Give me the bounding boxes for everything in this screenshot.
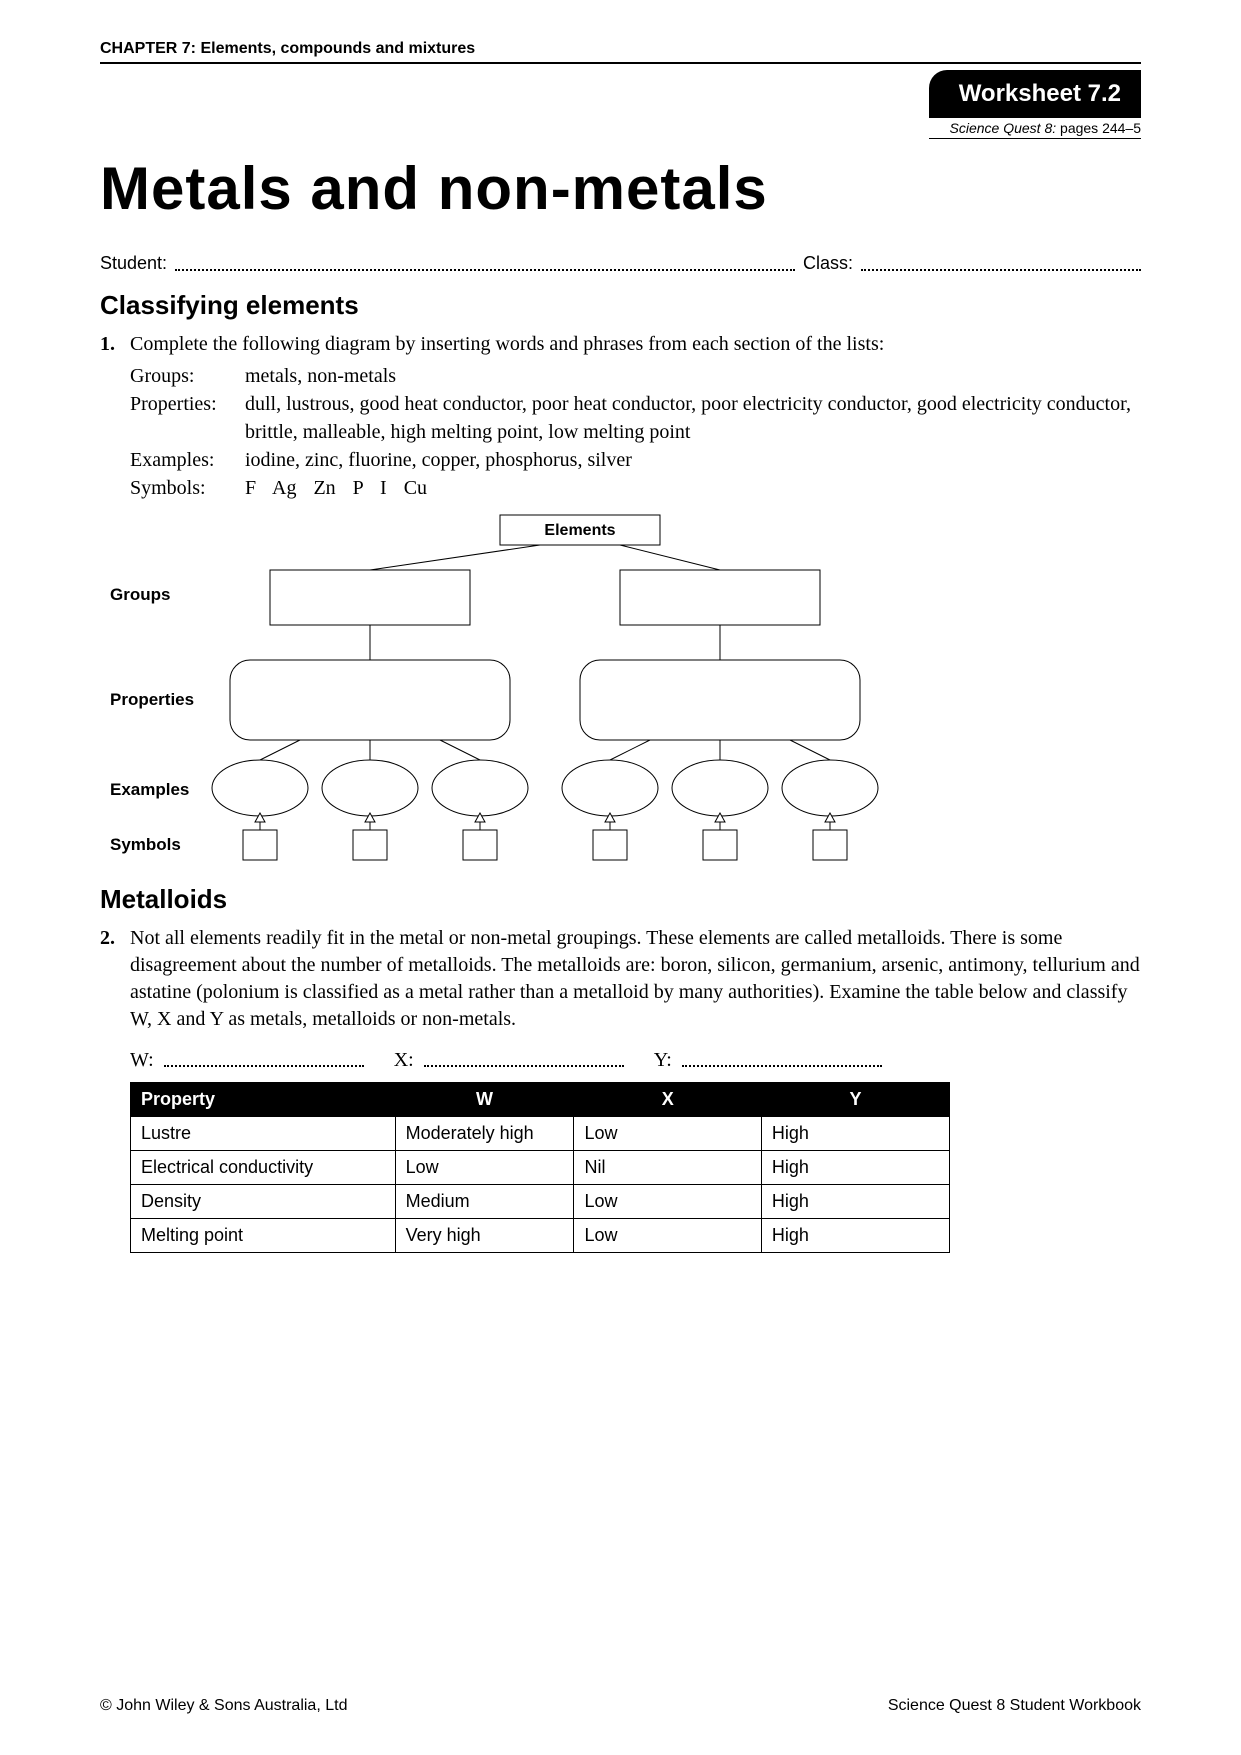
col-property: Property	[131, 1083, 396, 1117]
cell: High	[761, 1117, 949, 1151]
subref-pages: pages 244–5	[1056, 120, 1141, 136]
question-2: 2. Not all elements readily fit in the m…	[100, 925, 1141, 1033]
page-title: Metals and non-metals	[100, 154, 1141, 223]
student-blank[interactable]	[175, 253, 795, 271]
groups-value: metals, non-metals	[245, 362, 1141, 390]
w-blank[interactable]	[164, 1049, 364, 1067]
student-label: Student:	[100, 253, 167, 274]
table-header-row: Property W X Y	[131, 1083, 950, 1117]
properties-value: dull, lustrous, good heat conductor, poo…	[245, 390, 1141, 446]
q1-text: Complete the following diagram by insert…	[130, 331, 1141, 358]
class-label: Class:	[803, 253, 853, 274]
table-row: Lustre Moderately high Low High	[131, 1117, 950, 1151]
cell: Moderately high	[395, 1117, 574, 1151]
footer-right: Science Quest 8 Student Workbook	[888, 1697, 1141, 1715]
cell: Low	[574, 1117, 761, 1151]
elements-box-text: Elements	[544, 522, 615, 539]
footer-left: © John Wiley & Sons Australia, Ltd	[100, 1697, 347, 1715]
cell: High	[761, 1219, 949, 1253]
col-w: W	[395, 1083, 574, 1117]
table-row: Electrical conductivity Low Nil High	[131, 1151, 950, 1185]
cell: Electrical conductivity	[131, 1151, 396, 1185]
subref-italic: Science Quest 8:	[950, 120, 1057, 136]
classification-diagram: Groups Properties Examples Symbols Eleme…	[100, 510, 1141, 870]
diagram-svg: Elements	[100, 510, 1140, 870]
examples-value: iodine, zinc, fluorine, copper, phosphor…	[245, 446, 1141, 474]
cell: Melting point	[131, 1219, 396, 1253]
cell: High	[761, 1151, 949, 1185]
x-label: X:	[394, 1049, 414, 1072]
table-row: Melting point Very high Low High	[131, 1219, 950, 1253]
properties-label: Properties:	[130, 390, 245, 446]
symbols-label: Symbols:	[130, 474, 245, 502]
cell: Low	[574, 1219, 761, 1253]
examples-label: Examples:	[130, 446, 245, 474]
wxy-answer-line: W: X: Y:	[130, 1049, 1141, 1072]
q2-text: Not all elements readily fit in the meta…	[130, 925, 1141, 1033]
col-x: X	[574, 1083, 761, 1117]
worksheet-number: Worksheet 7.2	[929, 70, 1141, 118]
cell: Very high	[395, 1219, 574, 1253]
x-blank[interactable]	[424, 1049, 624, 1067]
cell: Lustre	[131, 1117, 396, 1151]
y-blank[interactable]	[682, 1049, 882, 1067]
w-label: W:	[130, 1049, 154, 1072]
class-blank[interactable]	[861, 253, 1141, 271]
symbols-value: F Ag Zn P I Cu	[245, 474, 1141, 502]
table-row: Density Medium Low High	[131, 1185, 950, 1219]
chapter-header: CHAPTER 7: Elements, compounds and mixtu…	[100, 40, 1141, 64]
worksheet-subref: Science Quest 8: pages 244–5	[929, 118, 1141, 139]
cell: Nil	[574, 1151, 761, 1185]
groups-label: Groups:	[130, 362, 245, 390]
q2-number: 2.	[100, 925, 130, 1033]
table-body: Lustre Moderately high Low High Electric…	[131, 1117, 950, 1253]
section-heading-metalloids: Metalloids	[100, 884, 1141, 915]
y-label: Y:	[654, 1049, 672, 1072]
question-1: 1. Complete the following diagram by ins…	[100, 331, 1141, 358]
col-y: Y	[761, 1083, 949, 1117]
cell: Density	[131, 1185, 396, 1219]
section-heading-classifying: Classifying elements	[100, 290, 1141, 321]
student-class-line: Student: Class:	[100, 253, 1141, 274]
cell: Low	[574, 1185, 761, 1219]
cell: High	[761, 1185, 949, 1219]
page-footer: © John Wiley & Sons Australia, Ltd Scien…	[100, 1697, 1141, 1715]
worksheet-tab: Worksheet 7.2 Science Quest 8: pages 244…	[929, 70, 1141, 139]
cell: Low	[395, 1151, 574, 1185]
q1-number: 1.	[100, 331, 130, 358]
properties-table: Property W X Y Lustre Moderately high Lo…	[130, 1082, 950, 1253]
cell: Medium	[395, 1185, 574, 1219]
